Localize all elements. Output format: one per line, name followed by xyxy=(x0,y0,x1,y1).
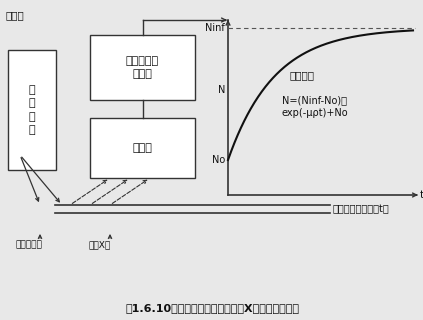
Text: 検出器: 検出器 xyxy=(132,143,152,153)
Text: No: No xyxy=(212,155,225,165)
Bar xyxy=(90,118,195,178)
Bar xyxy=(90,35,195,100)
Text: t: t xyxy=(420,190,423,200)
Text: 被測定物（厘さ：t）: 被測定物（厘さ：t） xyxy=(333,204,390,214)
Text: Ninf: Ninf xyxy=(205,23,225,33)
Text: 検出強度: 検出強度 xyxy=(290,70,315,80)
Text: 助起放射線: 助起放射線 xyxy=(15,241,42,250)
Text: 測定値: 測定値 xyxy=(5,10,24,20)
Text: 図1.6.10　放射線式厘さ計（蛍光X線形）の構成例: 図1.6.10 放射線式厘さ計（蛍光X線形）の構成例 xyxy=(125,303,299,313)
Text: エネルギー
弁別器: エネルギー 弁別器 xyxy=(126,56,159,79)
Bar xyxy=(8,50,56,170)
Text: N=(Ninf-No)・: N=(Ninf-No)・ xyxy=(282,95,347,105)
Text: 蛍光X線: 蛍光X線 xyxy=(88,241,110,250)
Text: exp(-μρt)+No: exp(-μρt)+No xyxy=(282,108,349,118)
Text: 放
射
線
源: 放 射 線 源 xyxy=(29,85,35,135)
Text: N: N xyxy=(217,85,225,95)
